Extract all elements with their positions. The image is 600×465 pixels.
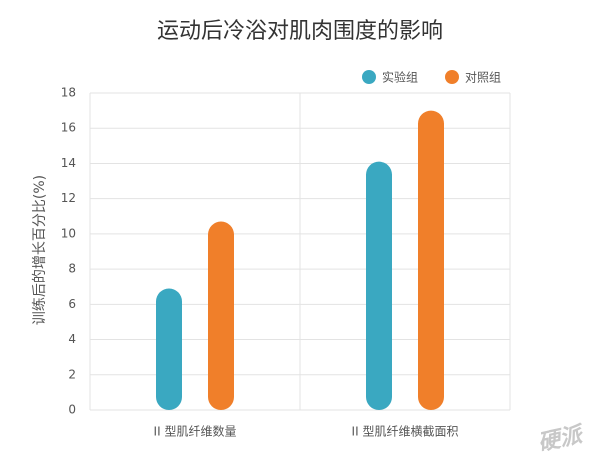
bar — [366, 161, 392, 410]
y-tick-label: 2 — [68, 367, 76, 381]
y-tick-label: 4 — [68, 332, 76, 346]
bar — [208, 221, 234, 410]
y-tick-label: 10 — [61, 226, 76, 240]
y-tick-label: 8 — [68, 262, 76, 276]
y-axis-label: 训练后的增长百分比(%) — [32, 175, 48, 325]
legend-label: 实验组 — [382, 70, 418, 85]
chart-title: 运动后冷浴对肌肉围度的影响 — [157, 19, 443, 44]
legend-swatch — [362, 70, 376, 84]
y-tick-label: 12 — [61, 191, 76, 205]
y-tick-label: 14 — [61, 156, 76, 170]
y-tick-label: 16 — [61, 121, 76, 135]
bar — [418, 110, 444, 410]
x-tick-label: II 型肌纤维横截面积 — [352, 425, 459, 439]
legend-label: 对照组 — [465, 71, 501, 85]
y-tick-label: 6 — [68, 297, 76, 311]
x-tick-label: II 型肌纤维数量 — [154, 424, 237, 439]
y-tick-label: 0 — [68, 403, 76, 417]
bar — [156, 288, 182, 410]
y-tick-label: 18 — [61, 86, 76, 100]
legend-swatch — [445, 70, 459, 84]
watermark: 硬派 — [536, 422, 587, 456]
